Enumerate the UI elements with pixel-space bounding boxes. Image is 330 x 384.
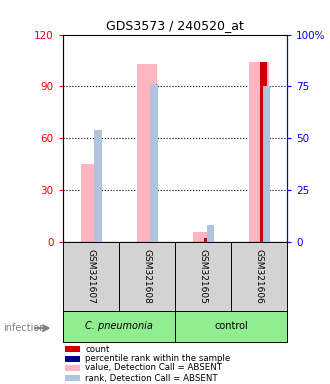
Bar [119, 242, 175, 311]
Text: percentile rank within the sample: percentile rank within the sample [85, 354, 231, 363]
Text: GSM321608: GSM321608 [142, 249, 151, 304]
Text: infection: infection [3, 323, 46, 333]
Bar [65, 375, 80, 381]
Text: GSM321607: GSM321607 [86, 249, 95, 304]
Bar [65, 365, 80, 371]
Bar [94, 130, 102, 242]
Text: value, Detection Call = ABSENT: value, Detection Call = ABSENT [85, 363, 222, 372]
Bar [263, 86, 270, 242]
Bar [193, 232, 213, 242]
Bar [81, 164, 101, 242]
Bar [249, 62, 269, 242]
Bar [175, 242, 231, 311]
Text: rank, Detection Call = ABSENT: rank, Detection Call = ABSENT [85, 374, 218, 382]
Bar [63, 242, 119, 311]
Text: count: count [85, 345, 110, 354]
Text: C. pneumonia: C. pneumonia [85, 321, 153, 331]
Text: GSM321605: GSM321605 [198, 249, 208, 304]
Text: GSM321606: GSM321606 [254, 249, 264, 304]
Bar [63, 311, 175, 342]
Bar [150, 84, 158, 242]
Title: GDS3573 / 240520_at: GDS3573 / 240520_at [106, 19, 244, 32]
Bar [207, 225, 214, 242]
Bar [204, 238, 211, 242]
Bar [231, 242, 287, 311]
Bar [65, 346, 80, 353]
Bar [65, 356, 80, 362]
Bar [137, 64, 157, 242]
Bar [175, 311, 287, 342]
Bar [260, 62, 267, 242]
Text: control: control [214, 321, 248, 331]
